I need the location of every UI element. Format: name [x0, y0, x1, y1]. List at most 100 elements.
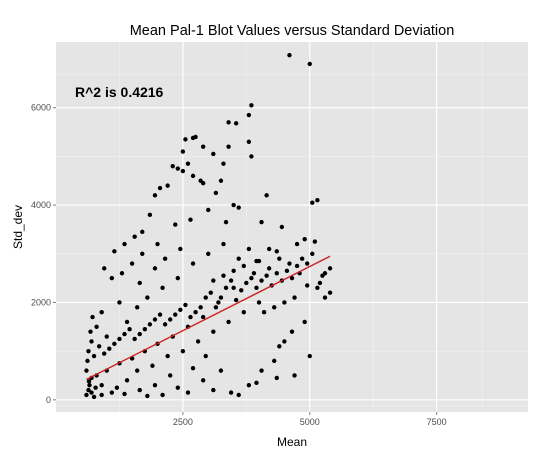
data-point: [132, 234, 137, 239]
data-point: [211, 151, 216, 157]
data-point: [193, 309, 198, 315]
data-point: [91, 394, 97, 400]
data-point: [299, 256, 305, 261]
data-point: [315, 285, 320, 291]
data-point: [315, 198, 320, 203]
tick-layer: 2500 5000 7500 0 2000 4000 6000: [31, 103, 447, 427]
data-point: [124, 378, 130, 383]
data-point: [200, 378, 206, 383]
data-point: [310, 200, 315, 205]
data-point: [226, 120, 231, 125]
data-point: [206, 207, 211, 213]
data-point: [162, 322, 168, 327]
plot-panel: [56, 42, 528, 412]
data-point: [152, 317, 158, 322]
data-point: [129, 261, 135, 266]
data-point: [231, 202, 236, 208]
data-point: [282, 300, 287, 305]
data-point: [185, 390, 191, 395]
data-point: [246, 112, 252, 118]
data-point: [109, 275, 115, 281]
data-point: [327, 290, 333, 295]
data-point: [140, 251, 145, 256]
data-point: [160, 285, 165, 291]
y-tick-label: 4000: [31, 200, 51, 210]
data-point: [132, 336, 137, 342]
data-point: [305, 261, 310, 266]
data-point: [312, 239, 318, 244]
data-point: [307, 353, 312, 359]
data-point: [147, 322, 153, 327]
data-point: [137, 280, 142, 286]
data-point: [251, 271, 257, 276]
data-point: [198, 305, 203, 310]
data-point: [203, 295, 208, 300]
data-point: [173, 222, 178, 227]
data-point: [233, 121, 239, 126]
data-point: [152, 383, 158, 388]
data-point: [96, 344, 102, 349]
data-point: [107, 346, 112, 351]
data-point: [185, 161, 191, 166]
data-point: [302, 236, 307, 242]
data-point: [307, 61, 312, 67]
data-point: [157, 312, 163, 317]
data-point: [122, 391, 127, 397]
data-point: [211, 387, 216, 393]
y-tick-label: 2000: [31, 297, 51, 307]
data-point: [266, 246, 272, 252]
data-point: [211, 329, 216, 334]
data-point: [302, 319, 307, 325]
data-point: [228, 278, 234, 283]
data-point: [200, 180, 206, 186]
data-point: [218, 368, 224, 373]
data-point: [241, 309, 246, 315]
data-point: [208, 290, 213, 295]
data-point: [175, 166, 181, 171]
data-point: [89, 390, 94, 395]
data-point: [272, 305, 277, 310]
data-point: [167, 317, 173, 322]
data-point: [259, 278, 264, 283]
data-point: [239, 288, 244, 293]
data-point: [249, 103, 254, 108]
data-point: [223, 219, 229, 225]
data-point: [109, 390, 115, 395]
data-point: [317, 280, 323, 286]
data-point: [188, 217, 193, 222]
data-point: [142, 327, 148, 332]
data-point: [254, 380, 259, 385]
data-point: [231, 285, 236, 291]
data-point: [84, 368, 89, 373]
y-axis-title: Std_dev: [11, 205, 25, 249]
data-point: [320, 273, 325, 278]
data-point: [292, 295, 297, 300]
r-squared-annotation: R^2 is 0.4216: [75, 84, 164, 100]
data-point: [277, 256, 282, 261]
data-point: [249, 275, 254, 281]
data-point: [256, 258, 262, 264]
x-tick-label: 7500: [427, 417, 447, 427]
data-point: [200, 144, 206, 149]
data-point: [183, 137, 188, 142]
data-point: [91, 353, 97, 359]
data-point: [221, 241, 226, 247]
data-point: [190, 365, 196, 371]
data-point: [135, 305, 140, 310]
data-point: [246, 246, 252, 252]
data-point: [99, 383, 104, 388]
data-point: [261, 309, 267, 315]
data-point: [249, 154, 254, 159]
data-point: [274, 271, 279, 276]
data-point: [289, 329, 295, 334]
data-point: [206, 251, 211, 256]
data-point: [150, 363, 155, 368]
data-point: [244, 280, 249, 286]
points-layer: [84, 52, 333, 400]
data-point: [178, 246, 183, 252]
data-point: [287, 52, 292, 58]
data-point: [86, 387, 91, 393]
data-point: [274, 249, 279, 254]
data-point: [289, 275, 295, 281]
data-point: [236, 205, 241, 210]
